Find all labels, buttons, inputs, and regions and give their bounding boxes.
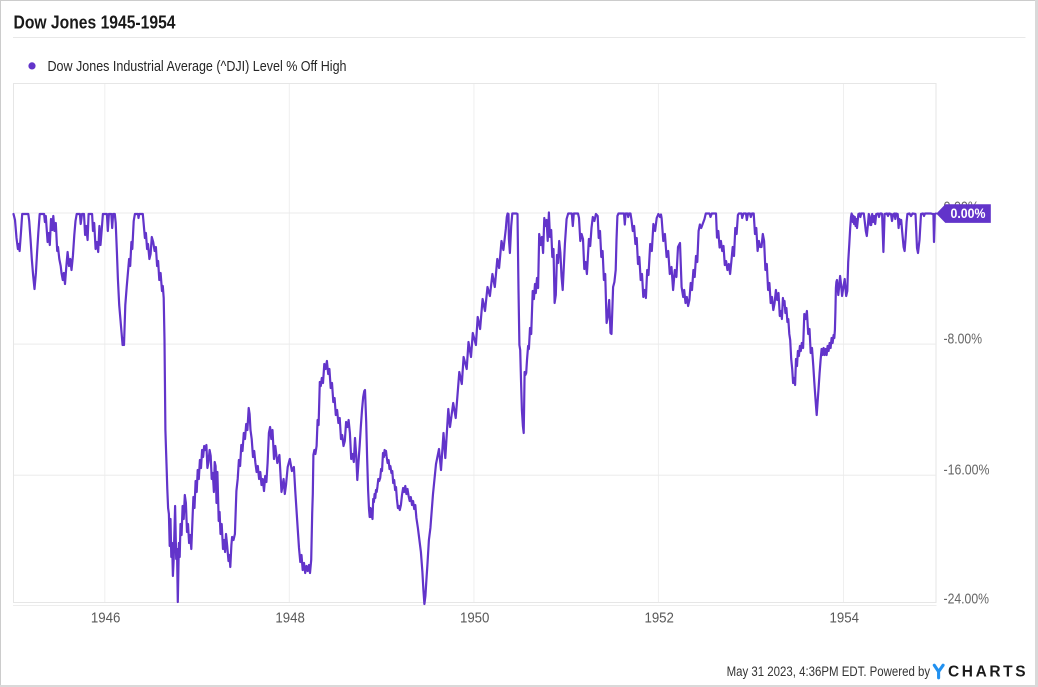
svg-text:1946: 1946 bbox=[91, 610, 121, 627]
svg-text:1950: 1950 bbox=[460, 610, 490, 627]
svg-text:-16.00%: -16.00% bbox=[944, 462, 990, 479]
svg-text:CHARTS: CHARTS bbox=[948, 664, 1028, 681]
svg-text:1952: 1952 bbox=[644, 610, 674, 627]
svg-text:1954: 1954 bbox=[830, 610, 860, 627]
svg-text:Dow Jones 1945-1954: Dow Jones 1945-1954 bbox=[14, 12, 176, 32]
svg-text:-8.00%: -8.00% bbox=[944, 331, 983, 348]
svg-text:0.00%: 0.00% bbox=[951, 206, 986, 221]
svg-text:May 31 2023, 4:36PM EDT. Power: May 31 2023, 4:36PM EDT. Powered by bbox=[727, 664, 931, 679]
svg-text:-24.00%: -24.00% bbox=[944, 591, 990, 608]
svg-text:1948: 1948 bbox=[275, 610, 305, 627]
svg-text:Dow Jones Industrial Average (: Dow Jones Industrial Average (^DJI) Leve… bbox=[48, 59, 347, 75]
